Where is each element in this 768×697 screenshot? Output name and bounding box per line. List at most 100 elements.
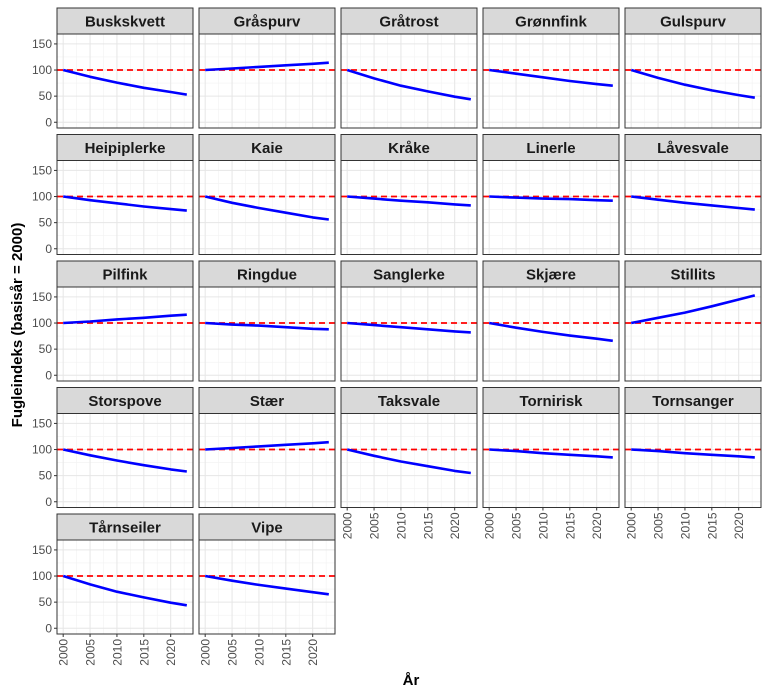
facet-strip	[198, 387, 336, 414]
series-line	[489, 448, 613, 459]
plot-background	[341, 160, 477, 255]
x-tick-label: 2000	[483, 512, 497, 539]
plot-background	[625, 413, 761, 508]
panel-border	[340, 413, 478, 508]
facet-title: Kaie	[251, 140, 283, 157]
panel-border	[56, 33, 194, 129]
x-tick-label: 2005	[368, 512, 382, 539]
facet-title: Skjære	[526, 267, 576, 284]
panel-border	[340, 33, 478, 129]
facet-strip	[482, 134, 620, 161]
facet-title: Taksvale	[378, 393, 440, 410]
y-tick-label: 50	[39, 216, 53, 230]
y-tick-label: 50	[39, 595, 53, 609]
plot-background	[199, 160, 335, 255]
x-tick-label: 2000	[199, 639, 213, 666]
x-tick-label: 2020	[732, 512, 746, 539]
series-line	[489, 68, 613, 87]
y-tick-label: 0	[45, 495, 52, 509]
panel-border	[198, 160, 336, 255]
facet-title: Grønnfink	[515, 14, 587, 31]
facet-strip	[56, 134, 194, 161]
series-line	[346, 68, 472, 101]
facet-strip	[56, 260, 194, 288]
y-tick-label: 150	[32, 543, 52, 557]
x-tick-label: 2010	[536, 512, 550, 539]
facet-panel: Ringdue	[198, 260, 336, 382]
plot-background	[57, 160, 193, 255]
facet-panel: Stær	[198, 387, 336, 508]
facet-title: Gråtrost	[379, 14, 438, 31]
facet-strip	[340, 7, 478, 35]
plot-background	[57, 287, 193, 381]
x-tick-label: 2005	[510, 512, 524, 539]
panel-border	[482, 33, 620, 129]
plot-background	[199, 413, 335, 508]
x-tick-label: 2020	[448, 512, 462, 539]
facet-strip	[56, 7, 194, 35]
series-line	[630, 294, 756, 325]
series-line	[63, 195, 187, 212]
panel-border	[56, 539, 194, 635]
facet-panel: Gulspurv	[624, 7, 762, 129]
series-line	[62, 574, 188, 607]
series-line	[62, 68, 188, 96]
y-tick-label: 100	[32, 316, 52, 330]
series-line	[489, 195, 613, 202]
facet-title: Heipiplerke	[85, 140, 166, 157]
facet-panel: Sanglerke	[340, 260, 478, 382]
panel-border	[56, 413, 194, 508]
facet-title: Tornirisk	[519, 393, 583, 410]
plot-background	[341, 287, 477, 381]
facet-title: Stær	[250, 393, 284, 410]
x-tick-label: 2015	[421, 512, 435, 539]
x-tick-label: 2010	[394, 512, 408, 539]
panel-border	[482, 286, 620, 382]
facet-panel: Gråtrost	[340, 7, 478, 129]
facet-panel: Linerle	[482, 134, 620, 255]
facet-title: Kråke	[388, 140, 430, 157]
facet-panel: Pilfink 0 50 100 150	[32, 260, 194, 382]
series-line	[488, 321, 613, 343]
series-line	[205, 321, 329, 331]
x-tick-label: 2000	[341, 512, 355, 539]
facet-strip	[482, 7, 620, 35]
y-tick-label: 50	[39, 89, 53, 103]
facet-panel: Storspove 0 50 100 150	[32, 387, 194, 509]
y-tick-label: 100	[32, 63, 52, 77]
plot-background	[341, 34, 477, 128]
facet-panel: Vipe 2000 2005 2010 2015 2020	[198, 513, 336, 666]
panel-border	[624, 286, 762, 382]
panel-border	[624, 160, 762, 255]
facet-title: Buskskvett	[85, 14, 165, 31]
panel-border	[198, 33, 336, 129]
facet-panel: Tornirisk 2000 2005 2010 2015 2020	[482, 387, 620, 539]
x-tick-label: 2010	[678, 512, 692, 539]
y-tick-label: 100	[32, 569, 52, 583]
facet-panel: Heipiplerke 0 50 100 150	[32, 134, 194, 256]
plot-background	[57, 413, 193, 508]
y-tick-label: 0	[45, 115, 52, 129]
panel-border	[624, 413, 762, 508]
x-tick-label: 2015	[563, 512, 577, 539]
facet-panel: Kråke	[340, 134, 478, 255]
y-tick-label: 150	[32, 416, 52, 430]
x-tick-label: 2000	[57, 639, 71, 666]
x-tick-label: 2000	[625, 512, 639, 539]
series-line	[631, 448, 755, 459]
x-tick-label: 2005	[652, 512, 666, 539]
facet-panel: Buskskvett 0 50 100 150	[32, 7, 194, 129]
facet-title: Gråspurv	[234, 14, 301, 31]
facet-title: Pilfink	[102, 267, 148, 284]
plot-background	[625, 34, 761, 128]
facet-title: Stillits	[670, 267, 715, 284]
facet-title: Tårnseiler	[89, 520, 161, 537]
y-tick-label: 150	[32, 163, 52, 177]
y-tick-label: 150	[32, 37, 52, 51]
facet-strip	[340, 260, 478, 288]
y-tick-label: 0	[45, 368, 52, 382]
facet-panel: Gråspurv	[198, 7, 336, 129]
series-line	[631, 195, 755, 211]
facet-panel: Grønnfink	[482, 7, 620, 129]
series-line	[63, 313, 187, 325]
